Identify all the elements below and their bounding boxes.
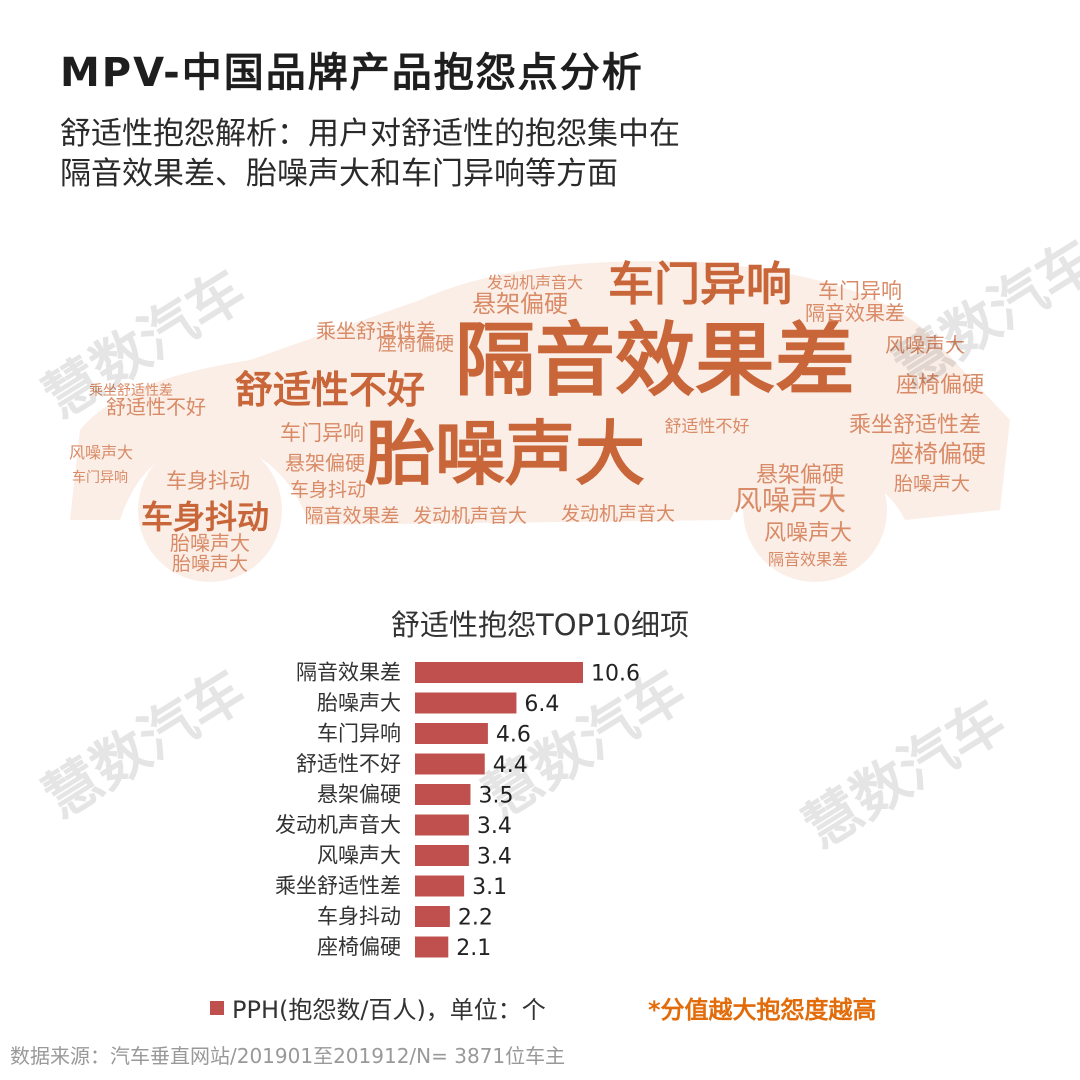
chart-legend: PPH(抱怨数/百人)，单位：个 [210,990,546,1025]
page-title: MPV-中国品牌产品抱怨点分析 [60,50,644,96]
cloud-word: 车身抖动 [141,498,269,536]
value-label: 6.4 [524,692,559,717]
cloud-word: 车门异响 [72,469,128,486]
cloud-word: 风噪声大 [885,333,965,357]
cloud-word: 风噪声大 [764,521,852,546]
chart-title: 舒适性抱怨TOP10细项 [391,608,689,642]
subtitle-line-2: 隔音效果差、胎噪声大和车门异响等方面 [60,156,618,192]
category-label: 悬架偏硬 [317,783,401,807]
cloud-word: 发动机声音大 [561,503,675,525]
category-label: 车门异响 [317,722,401,746]
value-label: 10.6 [591,662,640,687]
cloud-word: 座椅偏硬 [378,333,454,355]
value-label: 3.5 [478,784,513,809]
cloud-word: 隔音效果差 [455,314,855,407]
bar [415,753,485,775]
cloud-word: 悬架偏硬 [285,451,365,475]
note-text: *分值越大抱怨度越高 [648,996,877,1024]
category-label: 发动机声音大 [275,813,401,837]
legend-swatch [210,1000,224,1015]
category-label: 车身抖动 [317,905,401,929]
cloud-word: 胎噪声大 [894,473,970,495]
value-label: 3.4 [477,814,512,839]
cloud-word: 车门异响 [608,257,792,311]
cloud-word: 胎噪声大 [365,413,645,495]
cloud-word: 悬架偏硬 [472,290,568,318]
cloud-word: 车身抖动 [166,469,250,493]
bar [415,692,517,714]
cloud-word: 乘坐舒适性差 [849,413,981,438]
cloud-word: 发动机声音大 [487,273,583,292]
cloud-word: 悬架偏硬 [756,463,844,488]
cloud-word: 舒适性不好 [106,395,206,419]
cloud-word: 发动机声音大 [413,505,527,527]
bar [415,814,469,836]
cloud-word: 舒适性不好 [235,368,425,412]
cloud-word: 风噪声大 [69,443,133,462]
cloud-word: 胎噪声大 [172,553,248,575]
value-label: 4.6 [496,723,531,748]
value-label: 3.1 [472,875,507,900]
source-text: 数据来源：汽车垂直网站/201901至201912/N= 3871位车主 [10,1044,566,1068]
cloud-word: 舒适性不好 [665,417,750,437]
bar [415,936,449,958]
cloud-word: 座椅偏硬 [890,440,986,468]
value-label: 2.1 [456,936,491,961]
cloud-word: 乘坐舒适性差 [316,319,436,343]
value-label: 2.2 [458,906,493,931]
bar [415,906,450,927]
bar [415,723,488,744]
category-label: 隔音效果差 [296,661,401,685]
legend-label: PPH(抱怨数/百人)，单位：个 [232,996,546,1024]
cloud-word: 乘坐舒适性差 [89,383,173,399]
car-wheel [138,438,282,582]
category-label: 风噪声大 [317,844,401,868]
cloud-word: 车门异响 [280,421,364,445]
cloud-word: 车身抖动 [290,479,366,501]
bar [415,784,471,805]
cloud-word: 隔音效果差 [304,505,399,527]
bar-chart: 隔音效果差 10.6 胎噪声大 6.4 车门异响 4.6 舒适性不好 4.4 悬架偏硬 3.5 发动… [275,661,640,962]
cloud-word: 车门异响 [818,279,902,303]
bar [415,662,583,683]
cloud-word: 胎噪声大 [170,531,250,555]
cloud-word: 隔音效果差 [805,301,905,325]
cloud-word: 座椅偏硬 [896,373,984,398]
cloud-word: 隔音效果差 [768,550,848,569]
cloud-word: 风噪声大 [734,484,846,517]
category-label: 座椅偏硬 [317,935,401,959]
category-label: 舒适性不好 [296,752,401,776]
bar [415,845,469,866]
car-wheel [743,438,887,582]
subtitle-line-1: 舒适性抱怨解析：用户对舒适性的抱怨集中在 [60,116,680,152]
value-label: 3.4 [477,845,512,870]
bar [415,875,465,897]
category-label: 胎噪声大 [317,691,401,715]
value-label: 4.4 [493,753,528,778]
category-label: 乘坐舒适性差 [275,874,401,898]
